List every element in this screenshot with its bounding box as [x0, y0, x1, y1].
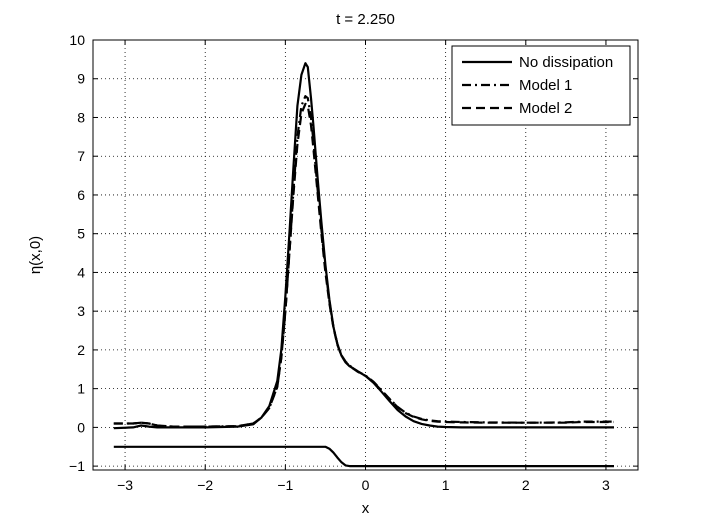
y-tick-label: 9 [77, 71, 85, 87]
x-tick-label: −2 [197, 477, 213, 493]
y-tick-label: 4 [77, 264, 85, 280]
y-tick-label: 6 [77, 187, 85, 203]
x-tick-label: 1 [442, 477, 450, 493]
legend-label: No dissipation [519, 54, 613, 71]
y-tick-label: 7 [77, 148, 85, 164]
x-axis-label: x [362, 500, 370, 517]
x-tick-label: 0 [362, 477, 370, 493]
series-layer [113, 62, 614, 468]
y-tick-label: 8 [77, 109, 85, 125]
y-tick-label: 1 [77, 381, 85, 397]
chart-title: t = 2.250 [336, 11, 395, 28]
x-tick-label: −3 [117, 477, 133, 493]
y-tick-label: 10 [69, 32, 85, 48]
y-tick-label: 2 [77, 342, 85, 358]
series-line-model-2 [113, 102, 614, 428]
y-axis-label: η(x,0) [27, 236, 44, 274]
x-tick-label: −1 [277, 477, 293, 493]
y-tick-label: 3 [77, 303, 85, 319]
legend-label: Model 1 [519, 77, 572, 94]
x-tick-label: 3 [602, 477, 610, 493]
y-tick-label: 5 [77, 226, 85, 242]
x-tick-label: 2 [522, 477, 530, 493]
legend-label: Model 2 [519, 100, 572, 117]
y-tick-label: 0 [77, 419, 85, 435]
y-tick-label: −1 [69, 458, 85, 474]
legend: No dissipation Model 1 Model 2 [451, 45, 631, 126]
ticks: −3 −2 −1 0 1 2 3 −1 0 1 2 3 4 5 6 7 8 9 10 [69, 32, 638, 493]
series-line-3 [113, 445, 614, 468]
